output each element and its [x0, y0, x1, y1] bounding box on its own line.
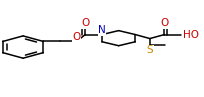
Text: O: O — [160, 18, 169, 28]
Text: S: S — [146, 45, 153, 55]
Text: N: N — [98, 25, 106, 35]
Text: O: O — [81, 18, 89, 28]
Text: O: O — [73, 32, 81, 42]
Text: HO: HO — [183, 30, 199, 40]
